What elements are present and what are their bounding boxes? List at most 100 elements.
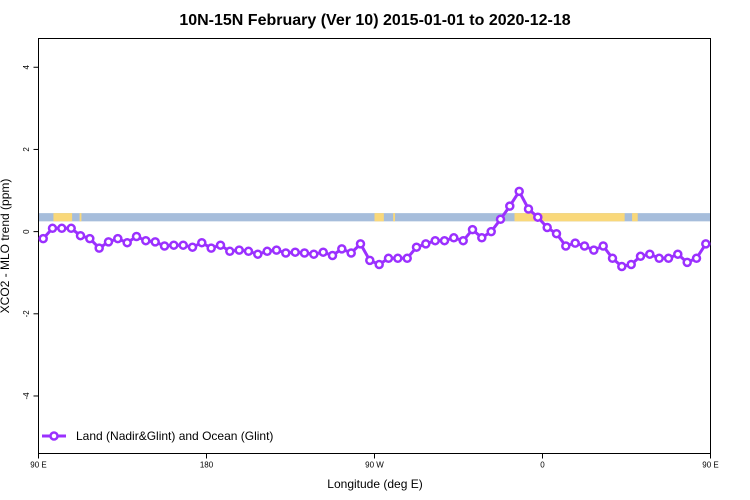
data-point <box>141 235 151 246</box>
data-point <box>206 243 216 253</box>
data-point <box>234 245 244 255</box>
data-point <box>691 253 702 264</box>
land-segment <box>514 213 625 222</box>
data-point <box>159 241 170 251</box>
data-point <box>570 238 580 248</box>
legend-marker <box>49 431 59 441</box>
data-point <box>103 237 114 247</box>
data-point <box>131 231 142 242</box>
data-point <box>402 253 412 264</box>
data-point <box>607 253 618 264</box>
data-point <box>495 214 506 225</box>
y-axis-label: XCO2 - MLO trend (ppm) <box>0 179 12 314</box>
land-segment <box>53 213 73 222</box>
data-point <box>505 201 515 211</box>
data-point <box>271 245 282 255</box>
x-tick-label: 90 E <box>702 461 718 470</box>
data-point <box>85 233 95 244</box>
land-segment <box>79 213 82 222</box>
data-point <box>523 204 534 214</box>
x-tick-label: 90 E <box>30 461 46 470</box>
data-point <box>169 240 179 250</box>
x-tick-label: 90 W <box>365 461 384 470</box>
data-point <box>197 237 207 248</box>
data-point <box>187 242 198 252</box>
data-point <box>654 253 664 264</box>
y-tick-label: -2 <box>22 310 31 318</box>
data-point <box>514 186 524 197</box>
data-point <box>589 245 599 255</box>
data-point <box>533 212 543 222</box>
data-point <box>94 243 104 253</box>
x-tick-label: 180 <box>200 461 214 470</box>
data-point <box>617 261 627 272</box>
data-point <box>598 241 608 251</box>
data-point <box>290 247 300 257</box>
series-layer <box>38 186 711 272</box>
data-point <box>383 253 394 264</box>
data-point <box>551 228 562 239</box>
plot-frame <box>38 38 711 454</box>
data-point <box>75 230 86 241</box>
data-point <box>682 257 692 268</box>
legend-label: Land (Nadir&Glint) and Ocean (Glint) <box>76 429 273 443</box>
land-segment <box>393 213 396 222</box>
data-point <box>421 239 431 249</box>
data-point <box>150 237 160 247</box>
data-point <box>215 240 226 250</box>
x-tick-label: 0 <box>540 461 545 470</box>
data-point <box>346 248 356 258</box>
data-point <box>673 249 683 259</box>
data-point <box>38 233 48 244</box>
series-line <box>42 189 708 268</box>
data-point <box>645 249 655 259</box>
legend: Land (Nadir&Glint) and Ocean (Glint) <box>42 429 273 443</box>
x-axis-label: Longitude (deg E) <box>327 477 422 491</box>
data-point <box>327 250 338 261</box>
data-point <box>113 233 123 244</box>
y-axis: 4 2 0 -2 -4 <box>22 64 39 400</box>
data-point <box>663 253 674 264</box>
data-point <box>449 233 459 243</box>
data-point <box>178 240 188 250</box>
data-point <box>281 248 291 258</box>
data-point <box>309 249 319 259</box>
data-point <box>430 235 440 246</box>
data-point <box>253 249 263 259</box>
data-point <box>299 248 310 258</box>
chart-title: 10N-15N February (Ver 10) 2015-01-01 to … <box>179 12 570 29</box>
y-tick-label: -4 <box>22 392 31 400</box>
data-point <box>318 247 328 257</box>
data-point <box>66 223 76 234</box>
data-point <box>467 224 478 235</box>
data-point <box>561 241 571 251</box>
data-point <box>243 246 254 257</box>
data-point <box>701 239 711 249</box>
data-point <box>626 259 636 270</box>
data-point <box>122 237 132 248</box>
data-point <box>374 259 384 270</box>
x-axis: 90 E 180 90 W 0 90 E <box>30 453 719 470</box>
data-point <box>355 239 366 249</box>
data-point <box>393 253 403 264</box>
data-point <box>486 226 496 237</box>
data-point <box>635 251 646 262</box>
land-ocean-strip <box>39 213 710 222</box>
data-point <box>542 222 552 233</box>
data-point <box>47 223 58 234</box>
data-point <box>225 246 235 257</box>
y-tick-label: 2 <box>22 147 31 152</box>
data-point <box>579 241 590 251</box>
data-point <box>365 255 375 266</box>
land-segment <box>632 213 638 222</box>
y-tick-label: 0 <box>22 229 31 234</box>
y-tick-label: 4 <box>22 64 31 69</box>
data-point <box>411 242 422 252</box>
data-point <box>57 223 67 234</box>
data-point <box>337 244 347 254</box>
data-point <box>262 246 272 257</box>
land-segment <box>374 213 384 222</box>
data-point <box>477 233 487 243</box>
data-point <box>439 235 450 246</box>
